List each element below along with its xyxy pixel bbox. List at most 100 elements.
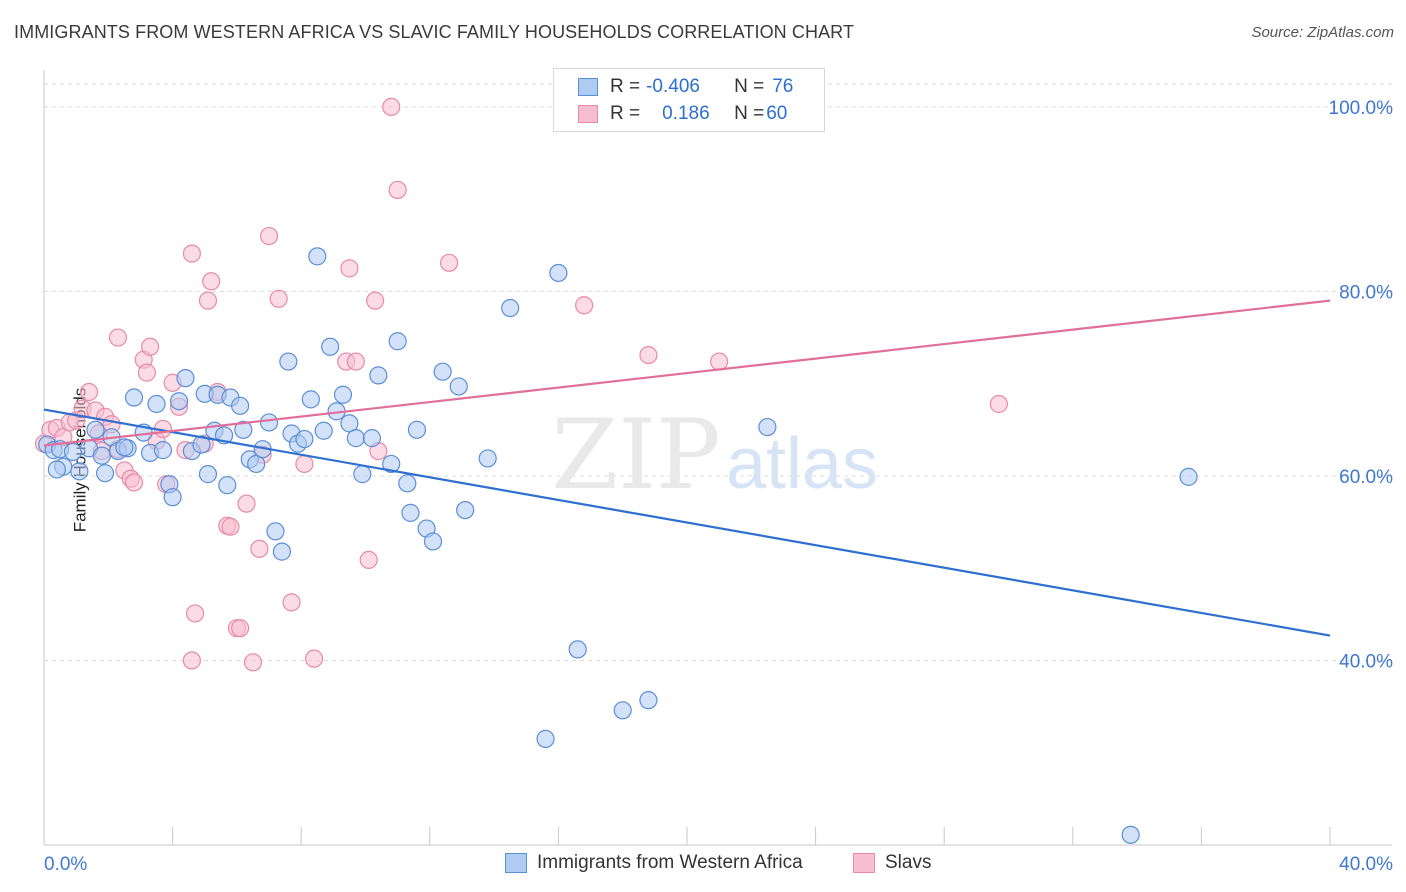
watermark: ZIP atlas (551, 399, 878, 511)
western-africa-point (369, 366, 388, 385)
slavs-point (231, 619, 250, 638)
western-africa-point (398, 474, 417, 493)
series-swatch-blue (505, 853, 527, 873)
y-tick-label: 40.0% (1339, 651, 1393, 672)
slavs-point (340, 259, 359, 278)
slavs-point (108, 328, 128, 347)
watermark-zip: ZIP (551, 399, 720, 511)
slavs-point (140, 337, 160, 356)
slavs-point (382, 97, 401, 117)
y-tick-label: 60.0% (1339, 467, 1393, 488)
series-swatch-pink (853, 853, 875, 873)
western-africa-point (433, 362, 452, 381)
western-africa-point (153, 441, 173, 460)
legend-r-label: R = (610, 103, 641, 124)
slavs-point (243, 653, 263, 672)
western-africa-point (401, 503, 420, 522)
western-africa-point (382, 454, 401, 474)
slavs-point (282, 593, 301, 612)
western-africa-point (231, 396, 250, 415)
western-africa-point (147, 394, 166, 414)
western-africa-point (758, 417, 777, 437)
western-africa-point (63, 442, 83, 462)
slavs-point (388, 180, 407, 200)
slavs-point (221, 517, 240, 536)
grid-lines (44, 83, 1392, 661)
legend-r-label: R = (610, 76, 641, 97)
western-africa-point (1121, 825, 1140, 844)
slavs-point (198, 291, 218, 310)
slavs-point (989, 394, 1008, 414)
western-africa-point (70, 462, 89, 481)
western-africa-point (279, 352, 298, 371)
correlation-legend: R = -0.406 N = 76 R = 0.186 N = 60 (553, 68, 825, 132)
legend-n-label: N = (734, 76, 765, 97)
legend-r-value: 0.186 (662, 103, 710, 124)
western-africa-point (115, 438, 134, 457)
western-africa-point (234, 420, 253, 439)
legend-n-value: 60 (766, 103, 788, 124)
slavs-point (304, 649, 324, 668)
western-africa-point (639, 691, 658, 710)
western-africa-point (362, 429, 382, 448)
western-africa-point (333, 385, 353, 404)
y-tick-label: 100.0% (1329, 98, 1394, 119)
western-africa-point (388, 332, 407, 351)
western-africa-point (346, 429, 365, 448)
slavs-point (182, 651, 201, 670)
legend-swatch-blue (578, 78, 598, 96)
legend-row-slavs: R = 0.186 N = 60 (578, 101, 787, 127)
western-africa-point (301, 390, 320, 409)
western-africa-points (38, 247, 1198, 844)
western-africa-point (353, 465, 372, 484)
slavs-point (124, 473, 144, 492)
legend-row-western-africa: R = -0.406 N = 76 (578, 74, 793, 100)
slavs-point (575, 296, 594, 315)
series-legend-slavs: Slavs (853, 852, 931, 874)
slavs-point (366, 291, 385, 310)
western-africa-point (407, 420, 427, 439)
slavs-point (439, 253, 459, 272)
western-africa-point (163, 488, 182, 507)
y-tick-label: 80.0% (1339, 282, 1393, 303)
western-africa-point (92, 446, 111, 465)
western-africa-point (198, 465, 218, 484)
western-africa-point (218, 476, 237, 495)
series-label-slavs: Slavs (885, 852, 932, 873)
western-africa-point (308, 247, 327, 266)
trend-lines (43, 299, 1331, 637)
western-africa-point (456, 500, 475, 520)
western-africa-trend-line (43, 408, 1331, 637)
western-africa-point (1179, 467, 1198, 486)
slavs-point (237, 494, 256, 513)
x-tick-label: 0.0% (44, 854, 87, 875)
western-africa-point (536, 729, 555, 748)
western-africa-point (47, 460, 66, 479)
slavs-point (137, 363, 156, 382)
slavs-point (295, 454, 314, 474)
western-africa-point (423, 532, 443, 551)
chart-title: IMMIGRANTS FROM WESTERN AFRICA VS SLAVIC… (14, 22, 855, 42)
western-africa-point (478, 449, 497, 468)
western-africa-point (95, 464, 115, 483)
slavs-point (182, 244, 201, 263)
slavs-point (710, 352, 729, 371)
western-africa-point (549, 263, 568, 283)
slavs-trend-line (43, 299, 1331, 447)
western-africa-point (321, 337, 340, 356)
slavs-point (250, 539, 269, 558)
western-africa-point (124, 388, 144, 407)
western-africa-point (259, 413, 279, 432)
western-africa-point (501, 298, 520, 318)
source-label: Source: ZipAtlas.com (1251, 24, 1394, 41)
tick-labels: 40.0% 60.0% 80.0% 100.0% 0.0% 40.0% (44, 98, 1393, 875)
legend-r-value: -0.406 (646, 76, 700, 97)
western-africa-point (169, 392, 189, 411)
watermark-atlas: atlas (726, 424, 878, 504)
slavs-point (259, 226, 279, 246)
slavs-point (346, 352, 365, 371)
western-africa-point (266, 522, 285, 541)
western-africa-point (86, 420, 105, 439)
western-africa-point (192, 435, 211, 454)
